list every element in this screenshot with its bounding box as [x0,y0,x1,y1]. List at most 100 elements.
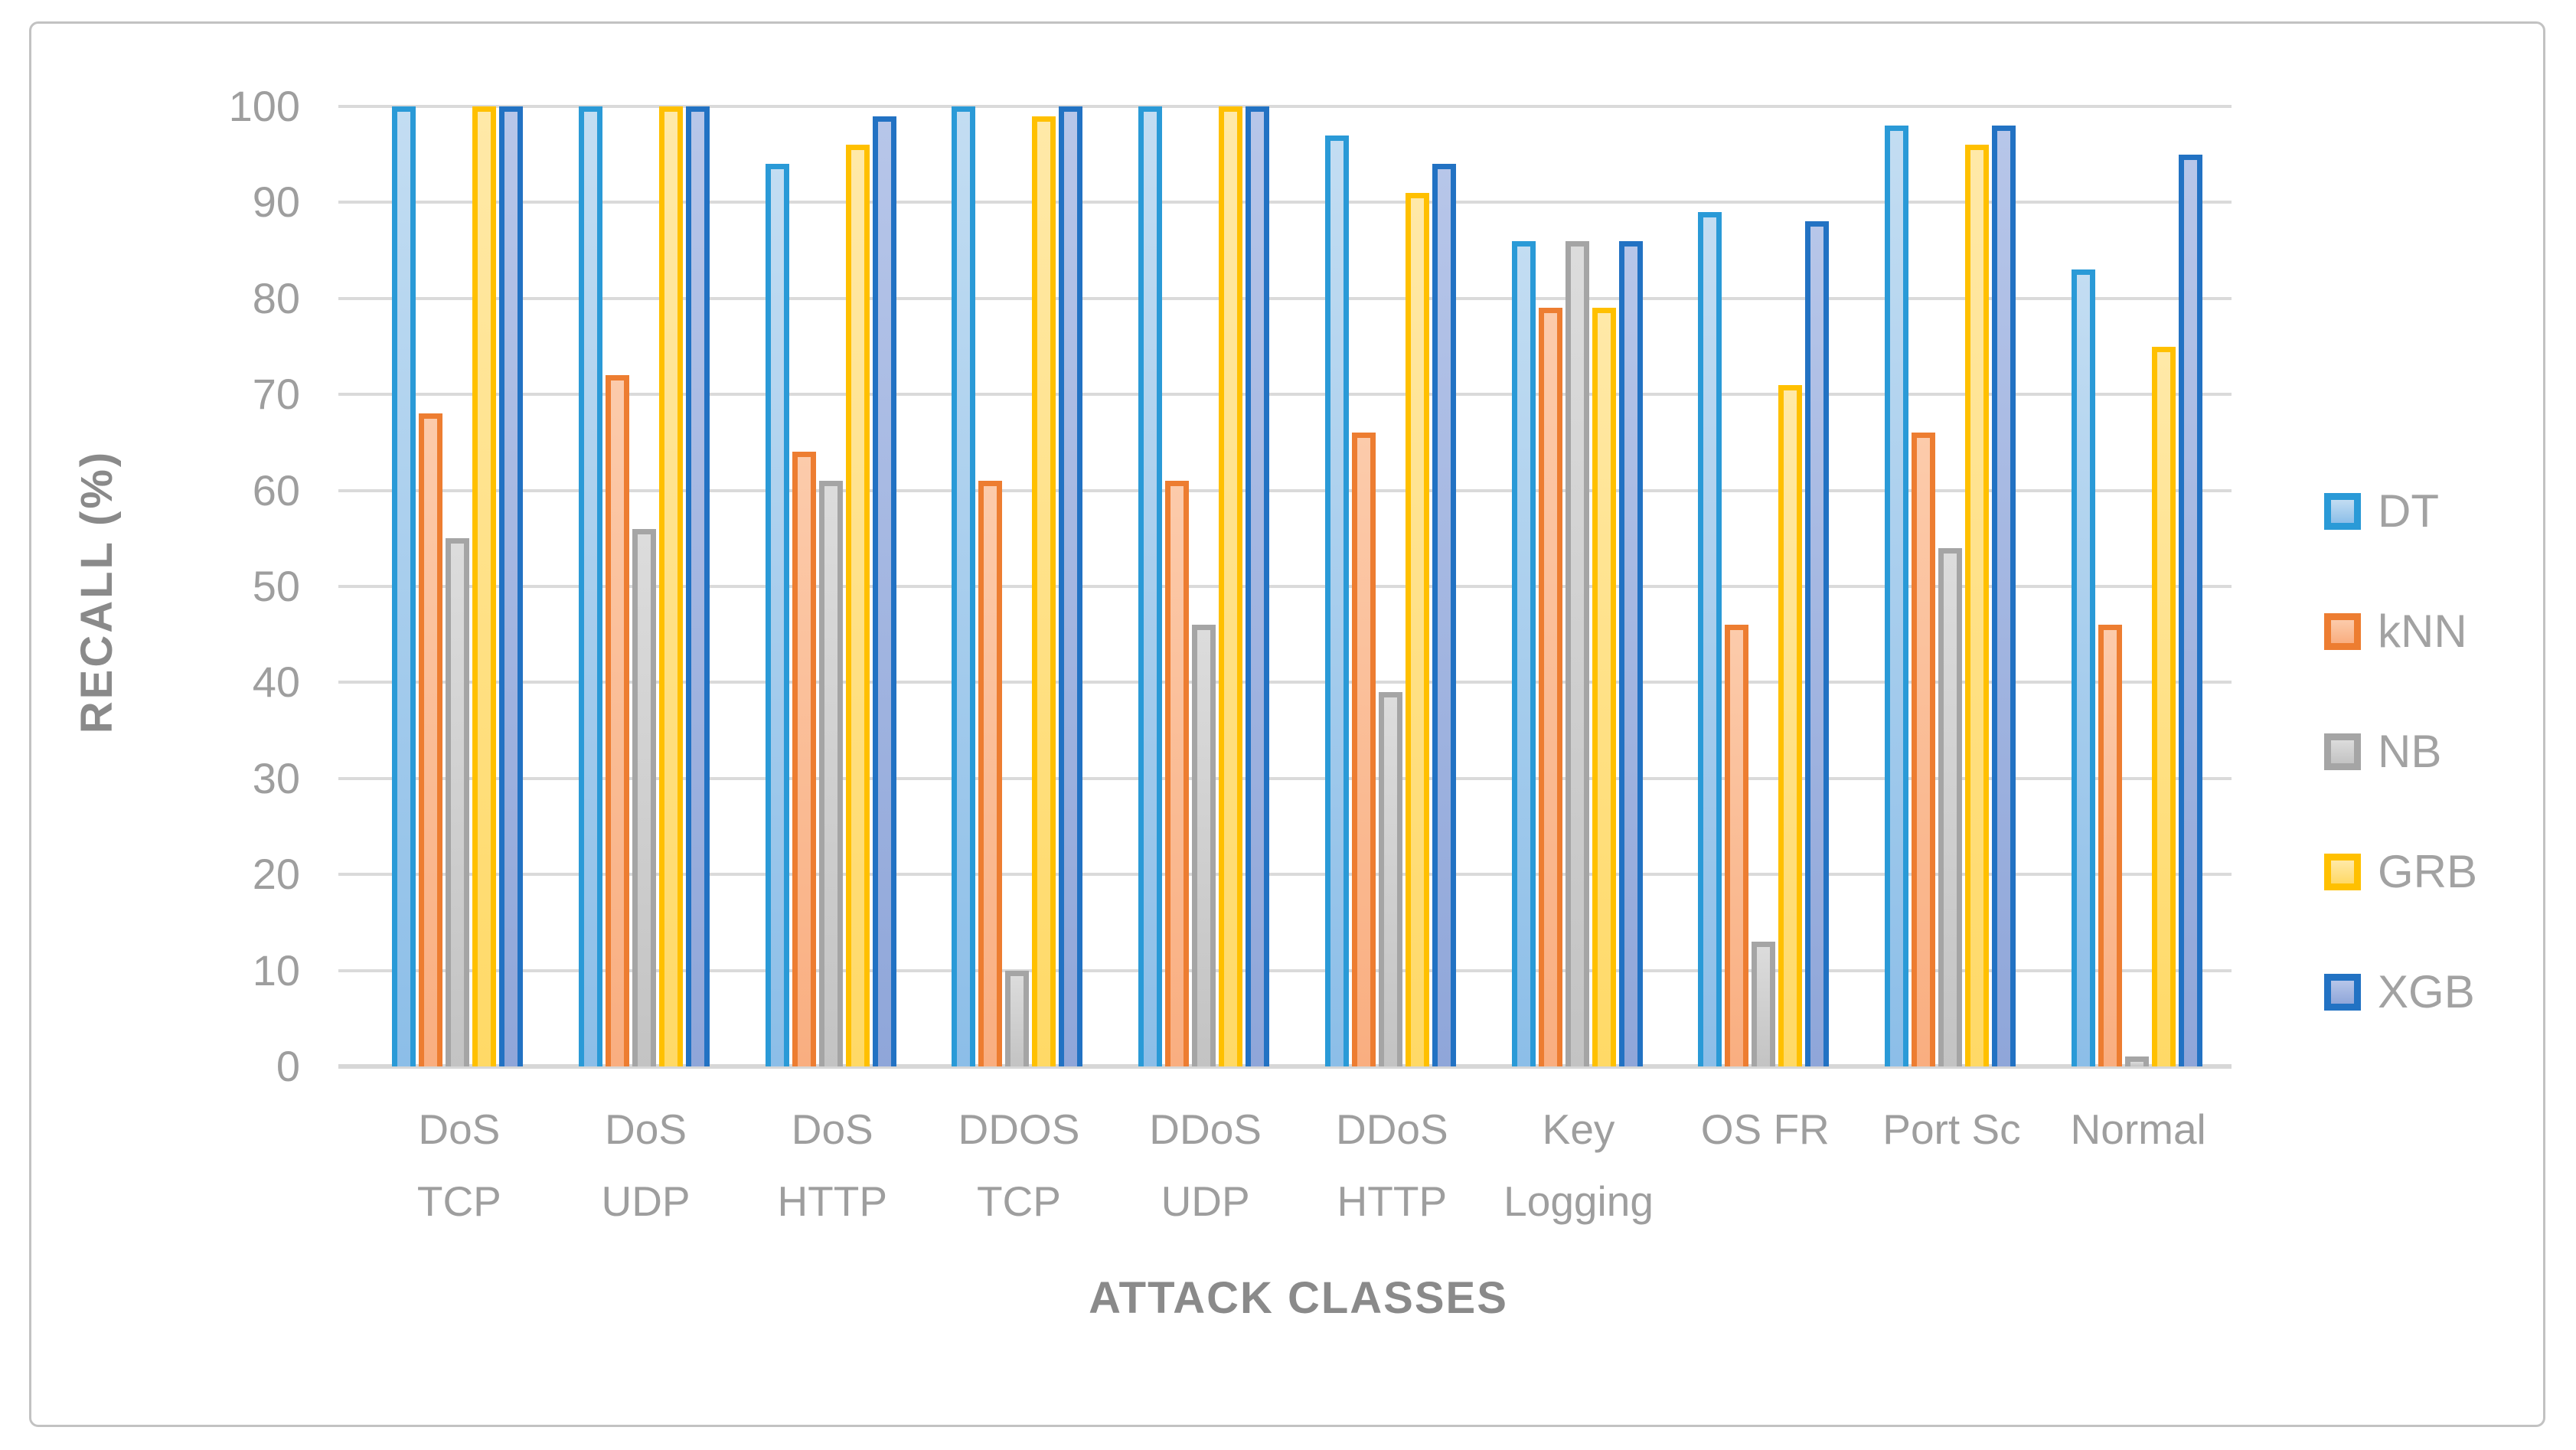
y-tick-label-70: 70 [252,370,300,418]
gridline-10 [366,969,2232,972]
y-tick-20 [338,873,366,876]
bar-GRB-DDOS-TCP [1032,116,1056,1066]
bar-NB-DoS-HTTP [819,481,843,1066]
bar-kNN-OS-FR [1725,625,1748,1066]
legend: DT kNN NB GRB XGB [2324,488,2477,1015]
bar-kNN-DDOS-TCP [978,481,1002,1066]
y-tick-70 [338,393,366,396]
y-tick-label-80: 80 [252,274,300,322]
x-category-label-DDoS: DDoS HTTP [1335,1105,1448,1225]
bar-NB-Normal [2125,1056,2149,1066]
bar-NB-DDoS-HTTP [1379,692,1402,1066]
x-category-label-Key: Key Logging [1503,1105,1654,1225]
bar-NB-DoS-UDP [632,529,656,1066]
bar-DT-Key-Logging [1512,241,1536,1066]
x-category-label-DDoS: DDoS UDP [1149,1105,1262,1225]
x-category-label-Normal: Normal [2070,1105,2206,1153]
legend-item-GRB: GRB [2324,849,2477,895]
y-tick-label-90: 90 [252,178,300,226]
bar-NB-OS-FR [1752,942,1775,1066]
legend-item-kNN: kNN [2324,609,2477,655]
y-tick-100 [338,105,366,108]
bar-GRB-Normal [2152,347,2176,1066]
bar-DT-DDoS-HTTP [1325,136,1349,1066]
legend-swatch-XGB [2324,974,2361,1011]
bar-NB-Key-Logging [1566,241,1589,1066]
figure-border [29,21,2545,1427]
bar-XGB-DoS-UDP [686,106,710,1066]
y-tick-label-50: 50 [252,562,300,610]
y-tick-30 [338,777,366,780]
bar-NB-DoS-TCP [446,538,469,1066]
bar-DT-DDOS-TCP [952,106,975,1066]
bar-XGB-Key-Logging [1619,241,1643,1066]
bar-XGB-DoS-HTTP [873,116,896,1066]
bar-GRB-DDoS-HTTP [1406,193,1429,1066]
x-category-label-DoS: DoS UDP [601,1105,691,1225]
y-tick-label-100: 100 [228,82,300,130]
x-axis-line [338,1064,2232,1069]
gridline-60 [366,489,2232,492]
bar-GRB-DDoS-UDP [1219,106,1242,1066]
bar-XGB-OS-FR [1805,221,1829,1066]
y-tick-40 [338,681,366,684]
y-tick-60 [338,489,366,492]
bar-NB-Port-Sc [1938,548,1962,1066]
y-tick-label-30: 30 [252,754,300,802]
x-category-label-DoS: DoS TCP [416,1105,501,1225]
legend-swatch-NB [2324,733,2361,770]
bar-DT-DoS-TCP [392,106,416,1066]
x-category-label-Port Sc: Port Sc [1882,1105,2021,1153]
gridline-30 [366,777,2232,780]
y-tick-label-0: 0 [276,1042,300,1090]
bar-kNN-DoS-HTTP [792,452,816,1066]
x-axis-title: ATTACK CLASSES [1089,1273,1508,1323]
gridline-50 [366,585,2232,588]
legend-swatch-DT [2324,493,2361,530]
bar-kNN-Key-Logging [1539,308,1562,1066]
bar-XGB-DDoS-UDP [1246,106,1269,1066]
bar-XGB-DoS-TCP [499,106,523,1066]
y-tick-80 [338,297,366,300]
bar-kNN-Port-Sc [1912,433,1935,1066]
bar-XGB-DDoS-HTTP [1432,164,1456,1066]
gridline-100 [366,105,2232,108]
bar-kNN-DDoS-UDP [1165,481,1189,1066]
bar-NB-DDoS-UDP [1192,625,1216,1066]
legend-label-NB: NB [2378,726,2442,777]
bar-DT-DoS-UDP [579,106,602,1066]
legend-swatch-kNN [2324,613,2361,650]
legend-label-GRB: GRB [2378,846,2478,897]
gridline-80 [366,297,2232,300]
bar-GRB-Key-Logging [1592,308,1616,1066]
bar-GRB-DoS-TCP [472,106,496,1066]
y-axis-title: RECALL (%) [72,449,122,734]
gridline-90 [366,201,2232,204]
bar-GRB-DoS-UDP [659,106,683,1066]
y-tick-50 [338,585,366,588]
y-tick-label-60: 60 [252,466,300,514]
x-category-label-DoS: DoS HTTP [777,1105,888,1225]
bar-DT-OS-FR [1698,212,1722,1066]
y-tick-10 [338,969,366,972]
bar-GRB-Port-Sc [1965,145,1989,1066]
bar-DT-Port-Sc [1885,126,1908,1066]
bar-DT-DDoS-UDP [1138,106,1162,1066]
y-tick-label-10: 10 [252,946,300,994]
x-category-label-OS FR: OS FR [1700,1105,1830,1153]
bar-kNN-DoS-UDP [606,375,629,1066]
bar-XGB-Normal [2179,155,2202,1066]
bar-GRB-OS-FR [1778,385,1802,1066]
bar-kNN-Normal [2098,625,2122,1066]
legend-label-kNN: kNN [2378,606,2467,657]
x-category-label-DDOS: DDOS TCP [958,1105,1080,1225]
legend-label-DT: DT [2378,485,2439,537]
bar-XGB-Port-Sc [1992,126,2016,1066]
bar-GRB-DoS-HTTP [846,145,870,1066]
legend-swatch-GRB [2324,854,2361,890]
bar-NB-DDOS-TCP [1005,971,1029,1066]
legend-item-XGB: XGB [2324,969,2477,1015]
bar-XGB-DDOS-TCP [1059,106,1082,1066]
y-tick-label-40: 40 [252,658,300,706]
